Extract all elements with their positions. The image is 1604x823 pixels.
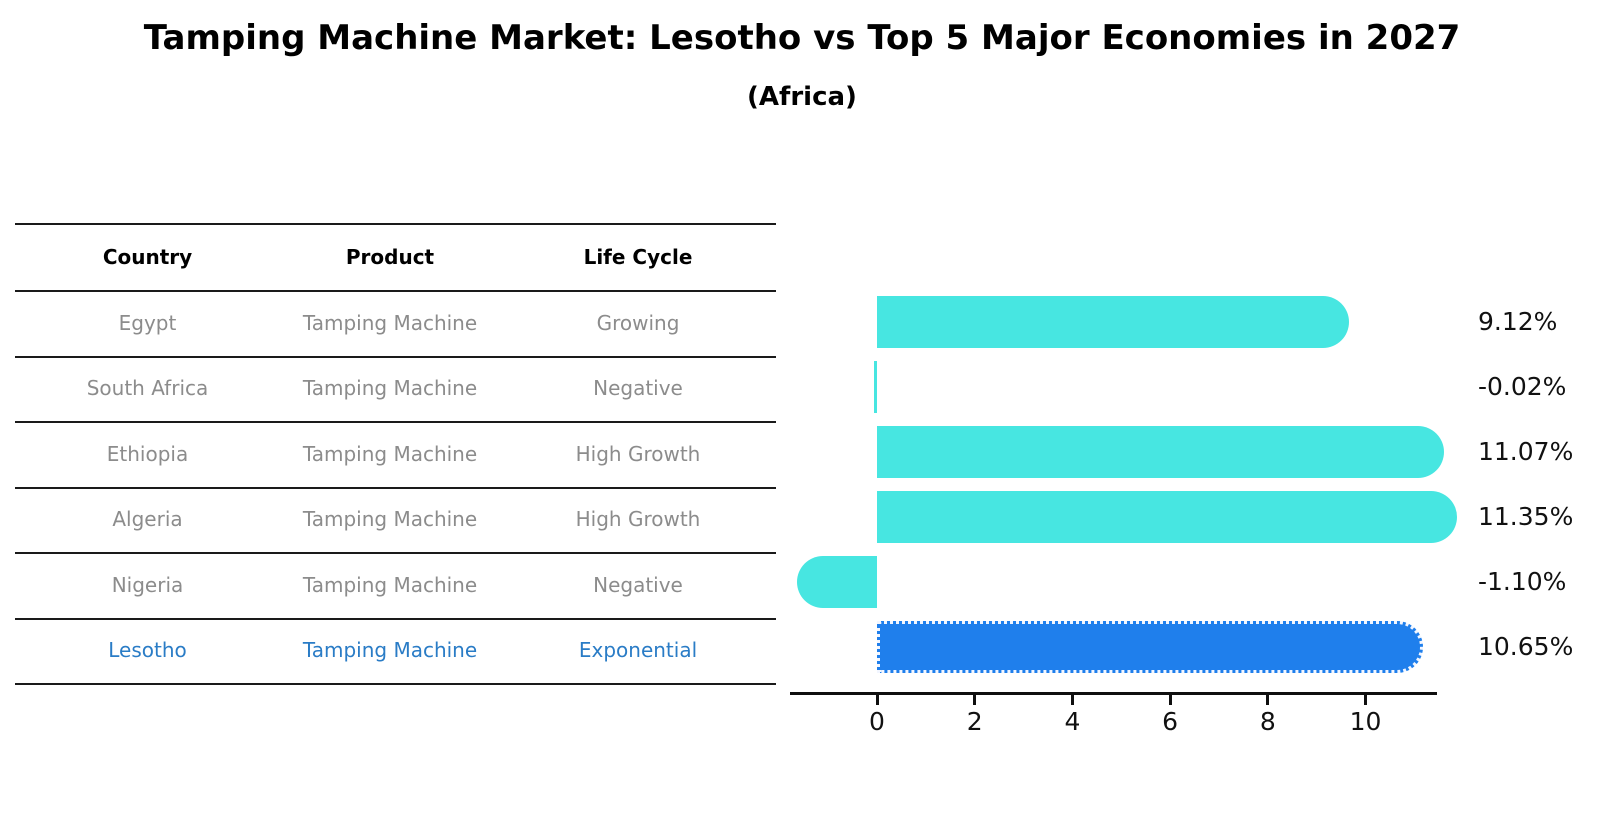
table-row-border [15,421,776,423]
table-row-border [15,617,776,620]
table-header-country: Country [102,244,193,269]
bar-value-label: -0.02% [1478,371,1567,401]
table-cell-country: Lesotho [108,638,187,663]
bar-algeria [877,490,1458,543]
table-row-border [15,355,776,358]
table-cell-product: Tamping Machine [302,310,478,335]
table-header-product: Product [345,244,435,269]
x-axis-tick [1168,695,1172,705]
x-axis-tick-label: 8 [1259,707,1276,736]
table-cell-product: Tamping Machine [302,376,478,401]
chart-subtitle: (Africa) [747,82,857,112]
bar-value-label: -1.10% [1478,566,1567,596]
bar-lesotho [877,620,1424,673]
x-axis-tick-label: 2 [966,707,983,736]
table-header-border [15,290,776,292]
x-axis-tick [1266,695,1270,705]
table-cell-lifecycle: High Growth [575,507,701,532]
table-cell-country: Algeria [112,507,183,532]
bar-value-label: 10.65% [1478,631,1574,661]
bar-ethiopia [877,425,1444,478]
table-row-border [15,552,776,554]
table-cell-lifecycle: High Growth [575,441,701,466]
bar-south-africa [874,360,877,413]
table-row-border [15,683,776,685]
table-cell-lifecycle: Negative [593,376,683,401]
bar-nigeria [797,555,877,608]
table-cell-lifecycle: Negative [593,572,683,597]
table-cell-country: Ethiopia [106,441,189,466]
table-cell-country: Nigeria [111,572,184,597]
table-cell-country: Egypt [118,310,177,335]
bar-value-label: 11.35% [1478,501,1574,531]
x-axis-tick [875,695,879,705]
x-axis-tick-label: 6 [1162,707,1179,736]
table-row-border [15,486,776,489]
bar-egypt [877,296,1349,348]
x-axis-tick [973,695,977,705]
x-axis-tick-label: 0 [869,707,885,736]
x-axis-spine [790,692,1437,695]
table-cell-product: Tamping Machine [302,572,478,597]
table-cell-product: Tamping Machine [302,507,478,532]
x-axis-tick-label: 10 [1349,707,1382,736]
table-cell-lifecycle: Growing [596,310,680,335]
x-axis-tick [1364,695,1367,705]
chart-title: Tamping Machine Market: Lesotho vs Top 5… [143,18,1461,58]
table-cell-product: Tamping Machine [302,441,478,466]
table-cell-lifecycle: Exponential [578,638,698,663]
table-cell-product: Tamping Machine [302,638,478,663]
table-header-life-cycle: Life Cycle [583,244,693,269]
table-top-border [15,223,776,225]
x-axis-tick-label: 4 [1064,707,1081,736]
x-axis-tick [1070,695,1074,705]
bar-value-label: 11.07% [1478,436,1574,466]
bar-value-label: 9.12% [1478,307,1558,336]
table-cell-country: South Africa [86,376,209,401]
